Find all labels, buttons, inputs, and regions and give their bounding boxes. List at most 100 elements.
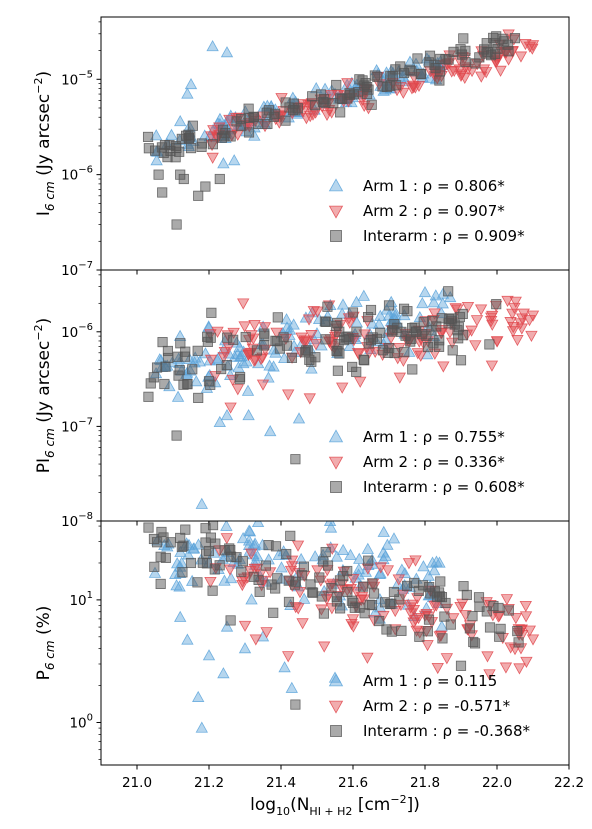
point-arm2 (392, 574, 405, 586)
point-interarm (389, 347, 400, 359)
y-axis-label: I6 cm (Jy arcsec−2) (32, 71, 57, 216)
point-arm1 (336, 543, 350, 556)
point-interarm (512, 626, 523, 637)
point-arm2 (483, 669, 496, 681)
point-interarm (281, 548, 292, 560)
point-interarm (159, 378, 170, 390)
point-interarm (217, 124, 229, 135)
point-interarm (155, 578, 166, 590)
point-arm1 (224, 571, 238, 584)
point-interarm (196, 138, 208, 149)
point-arm2 (469, 340, 482, 352)
point-arm2 (220, 533, 233, 545)
point-interarm (331, 591, 342, 603)
point-interarm (200, 181, 211, 192)
point-interarm (335, 107, 346, 118)
point-arm2 (509, 613, 523, 625)
x-tick-label: 21.8 (410, 775, 440, 791)
point-interarm (263, 540, 274, 551)
point-interarm (444, 314, 455, 325)
y-tick-label: 100 (69, 712, 93, 731)
point-arm2 (311, 306, 324, 318)
legend-label-arm1: Arm 1 : ρ = 0.755* (363, 428, 505, 446)
x-tick-label: 21.2 (194, 775, 224, 791)
point-interarm (334, 348, 345, 359)
point-interarm (182, 379, 193, 390)
point-interarm (455, 355, 467, 366)
point-arm2 (305, 330, 318, 342)
point-interarm (330, 320, 342, 332)
point-interarm (435, 576, 446, 587)
point-interarm (192, 577, 203, 588)
point-interarm (281, 340, 293, 351)
point-interarm (458, 33, 469, 44)
point-interarm (412, 53, 423, 64)
point-arm1 (416, 297, 429, 309)
point-arm2 (318, 641, 331, 653)
point-interarm (509, 33, 521, 44)
point-interarm (414, 631, 425, 642)
legend-marker-arm1 (328, 673, 344, 687)
legend-marker-arm2 (328, 700, 344, 714)
point-interarm (157, 337, 168, 348)
point-arm2 (519, 611, 533, 623)
point-arm1 (170, 579, 183, 591)
point-arm1 (381, 538, 394, 550)
point-arm2 (336, 382, 349, 394)
point-interarm (248, 571, 259, 582)
point-interarm (207, 521, 219, 531)
point-arm2 (513, 663, 526, 675)
point-arm2 (409, 82, 422, 94)
point-interarm (320, 316, 332, 327)
point-arm1 (174, 610, 187, 622)
point-arm1 (220, 521, 233, 531)
point-interarm (335, 93, 346, 104)
point-arm1 (336, 298, 350, 310)
point-interarm (283, 575, 294, 586)
point-arm1 (422, 569, 435, 581)
point-arm1 (202, 320, 215, 332)
point-arm2 (420, 608, 433, 621)
point-arm1 (202, 649, 216, 661)
point-arm2 (397, 87, 410, 99)
point-arm1 (217, 667, 230, 679)
point-arm1 (241, 384, 255, 396)
point-arm1 (242, 409, 255, 421)
point-arm2 (480, 67, 493, 79)
point-interarm (151, 362, 163, 373)
legend-label-arm1: Arm 1 : ρ = 0.115 (363, 672, 497, 690)
point-interarm (440, 597, 451, 609)
point-arm2 (461, 301, 475, 314)
point-arm2 (251, 563, 264, 575)
point-arm2 (526, 634, 540, 646)
point-arm2 (500, 594, 514, 606)
point-arm1 (280, 321, 294, 333)
point-arm2 (309, 339, 323, 351)
point-interarm (175, 532, 186, 544)
point-interarm (187, 364, 198, 375)
legend-label-arm1: Arm 1 : ρ = 0.806* (363, 177, 505, 195)
point-arm1 (418, 285, 432, 298)
point-interarm (445, 619, 456, 630)
point-arm2 (302, 314, 316, 326)
point-interarm (175, 169, 186, 180)
point-arm1 (267, 360, 280, 372)
legend-label-interarm: Interarm : ρ = 0.608* (363, 478, 525, 496)
point-arm2 (508, 302, 521, 314)
point-interarm (143, 522, 154, 533)
point-arm2 (341, 78, 354, 90)
point-arm1 (352, 568, 365, 580)
legend-marker-interarm (330, 230, 342, 242)
point-interarm (422, 342, 434, 353)
point-interarm (434, 75, 445, 86)
point-arm1 (165, 128, 178, 140)
point-interarm (157, 187, 168, 198)
point-arm2 (300, 335, 313, 347)
point-arm2 (437, 361, 450, 373)
point-interarm (272, 312, 283, 323)
point-interarm (266, 579, 277, 590)
point-interarm (143, 391, 154, 402)
point-arm2 (506, 326, 520, 338)
point-arm2 (282, 651, 295, 663)
point-interarm (388, 586, 400, 598)
